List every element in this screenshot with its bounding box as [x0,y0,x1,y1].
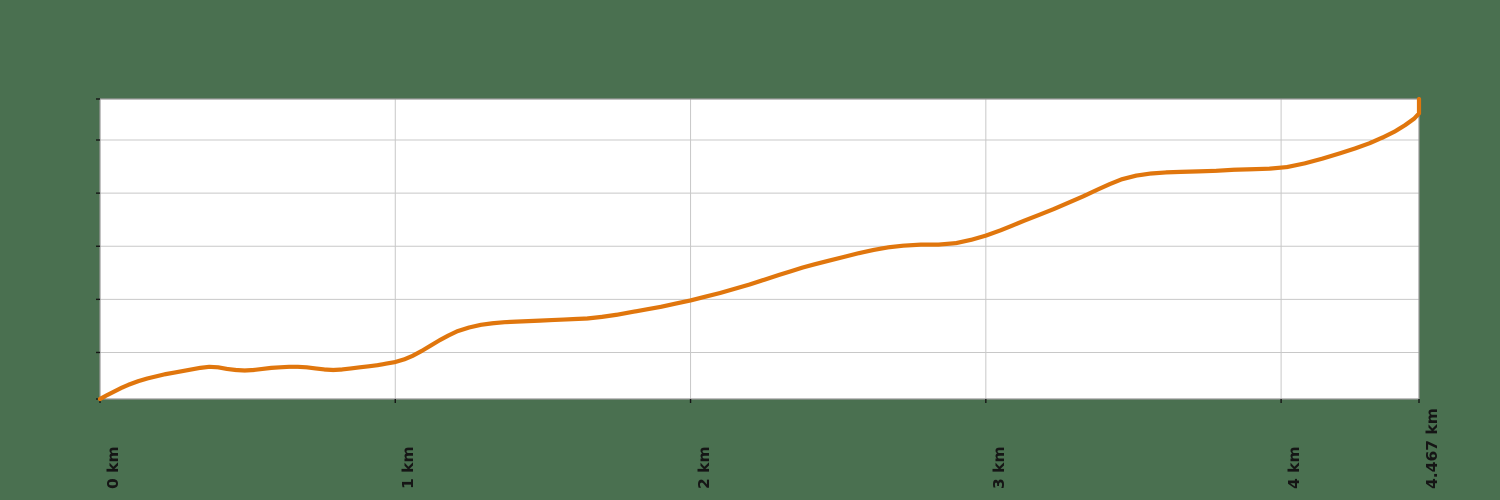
axis-lines [99,98,1420,400]
x-axis-tick-label: 2 km [694,446,713,489]
x-axis-tick-label: 4.467 km [1423,408,1441,489]
plot-background [100,99,1419,399]
gridlines [100,99,1419,399]
elevation-line [97,96,1422,402]
x-axis-tick-label: 3 km [989,446,1008,489]
x-axis-tick-label: 1 km [399,446,418,489]
x-axis-tick-label: 4 km [1285,446,1304,489]
x-axis-tick-label: 0 km [104,446,122,489]
